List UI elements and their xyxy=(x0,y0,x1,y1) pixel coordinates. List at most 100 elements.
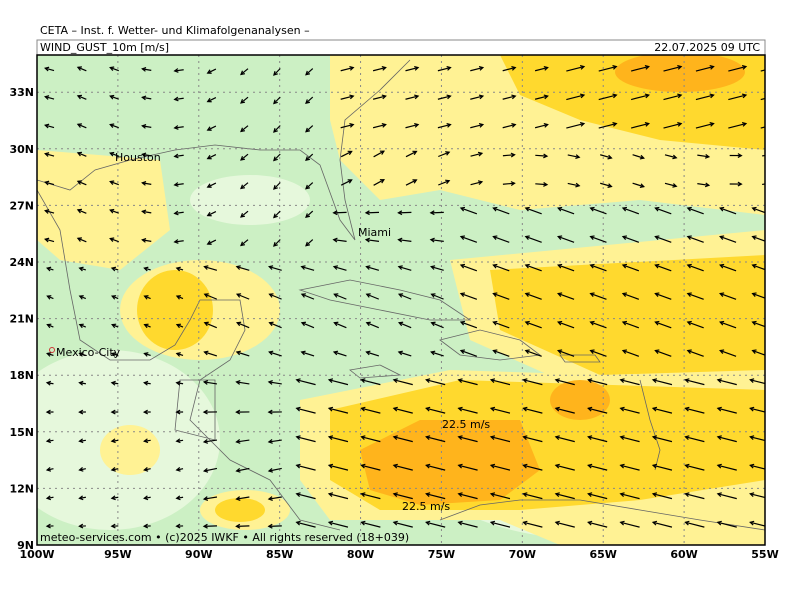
wind-arrow-head xyxy=(240,70,246,76)
wind-arrow-head xyxy=(619,378,625,383)
wind-arrow xyxy=(651,406,673,414)
wind-arrow xyxy=(206,182,217,188)
wind-arrow-head xyxy=(267,467,273,473)
wind-arrow-shaft xyxy=(207,239,217,245)
wind-arrow-head xyxy=(651,406,658,412)
wind-arrow xyxy=(621,235,640,243)
wind-arrow-shaft xyxy=(296,493,316,500)
wind-arrow xyxy=(587,520,608,528)
wind-arrow-head xyxy=(45,438,52,444)
wind-arrow-head xyxy=(414,65,420,71)
wind-arrow-head xyxy=(489,492,496,497)
wind-arrow-shaft xyxy=(174,240,184,243)
wind-arrow-head xyxy=(240,99,246,104)
wind-arrow-head xyxy=(684,463,690,469)
wind-arrow-shaft xyxy=(405,150,417,158)
wind-arrow-shaft xyxy=(273,153,281,161)
wind-arrow xyxy=(502,122,517,129)
wind-arrow-shaft xyxy=(728,122,747,129)
wind-arrow xyxy=(44,66,55,72)
wind-arrow xyxy=(697,153,711,159)
wind-arrow xyxy=(589,263,607,272)
wind-arrow xyxy=(695,121,715,129)
wind-arrow-shaft xyxy=(340,95,354,100)
wind-arrow-head xyxy=(268,350,274,356)
wind-arrow xyxy=(762,183,765,186)
wind-arrow xyxy=(364,237,380,243)
wind-arrow xyxy=(728,121,748,129)
wind-arrow-shaft xyxy=(588,436,608,443)
wind-arrow-shaft xyxy=(460,349,478,357)
wind-arrow-shaft xyxy=(142,239,152,242)
wind-arrow-shaft xyxy=(269,322,282,329)
wind-arrow-shaft xyxy=(398,239,412,242)
wind-arrow-head xyxy=(524,235,530,240)
wind-arrow-head xyxy=(716,435,722,440)
wind-arrow-head xyxy=(109,237,115,242)
wind-arrow-shaft xyxy=(728,65,747,72)
wind-arrow-head xyxy=(457,492,463,497)
wind-arrow xyxy=(110,409,119,415)
wind-arrow-shaft xyxy=(590,207,607,215)
wind-arrow xyxy=(78,323,87,329)
wind-arrow-head xyxy=(489,520,496,526)
wind-arrow-shaft xyxy=(458,436,478,443)
wind-arrow xyxy=(141,237,152,243)
wind-arrow-shaft xyxy=(333,351,347,357)
wind-arrow-head xyxy=(589,206,595,212)
wind-arrow-shaft xyxy=(437,95,451,100)
wind-arrow xyxy=(557,349,575,357)
wind-arrow-head xyxy=(76,151,82,157)
wind-arrow-head xyxy=(524,292,530,297)
wind-arrow-shaft xyxy=(534,66,548,72)
wind-arrow xyxy=(392,492,413,500)
wind-arrow-head xyxy=(206,154,212,160)
wind-arrow xyxy=(141,180,152,186)
wind-arrow-head xyxy=(489,435,496,440)
wind-arrow-shaft xyxy=(523,464,543,471)
wind-arrow xyxy=(295,520,316,528)
wind-arrow-shaft xyxy=(719,264,737,272)
wind-arrow xyxy=(332,265,347,271)
wind-arrow-head xyxy=(143,438,149,444)
wind-arrow xyxy=(430,293,444,300)
wind-arrow xyxy=(524,349,542,357)
wind-arrow-shaft xyxy=(207,182,217,188)
wind-arrow-shaft xyxy=(426,521,446,528)
wind-arrow-head xyxy=(654,320,660,326)
wind-arrow xyxy=(502,94,517,100)
wind-arrow-head xyxy=(709,64,715,70)
wind-arrow-head xyxy=(425,492,431,497)
wind-arrow-head xyxy=(295,520,301,526)
wind-arrow-shaft xyxy=(695,122,714,129)
wind-arrow xyxy=(305,96,314,105)
wind-arrow xyxy=(109,94,119,100)
wind-arrow xyxy=(684,435,705,443)
wind-arrow-head xyxy=(111,323,117,329)
x-tick-label: 90W xyxy=(185,548,212,561)
wind-arrow-shaft xyxy=(393,407,413,414)
wind-arrow-head xyxy=(76,123,82,128)
wind-arrow-head xyxy=(202,439,209,444)
wind-arrow-shaft xyxy=(557,264,575,272)
wind-arrow-head xyxy=(397,265,403,270)
wind-arrow xyxy=(534,65,549,72)
wind-arrow xyxy=(749,378,765,385)
wind-arrow xyxy=(235,293,250,300)
wind-arrow xyxy=(268,265,282,271)
wind-arrow-head xyxy=(619,463,625,469)
wind-arrow-head xyxy=(235,293,242,298)
wind-arrow-head xyxy=(273,185,278,190)
wind-arrow xyxy=(425,492,446,500)
wind-arrow xyxy=(749,435,765,442)
wind-arrow-head xyxy=(619,406,625,412)
wind-arrow xyxy=(457,435,478,443)
wind-arrow xyxy=(202,523,218,529)
y-tick-label: 24N xyxy=(9,256,34,269)
wind-arrow-head xyxy=(425,520,431,526)
wind-arrow-shaft xyxy=(268,496,282,500)
wind-arrow xyxy=(716,435,737,443)
wind-arrow xyxy=(567,182,581,188)
wind-arrow xyxy=(437,94,452,100)
wind-arrow-shaft xyxy=(557,349,575,357)
